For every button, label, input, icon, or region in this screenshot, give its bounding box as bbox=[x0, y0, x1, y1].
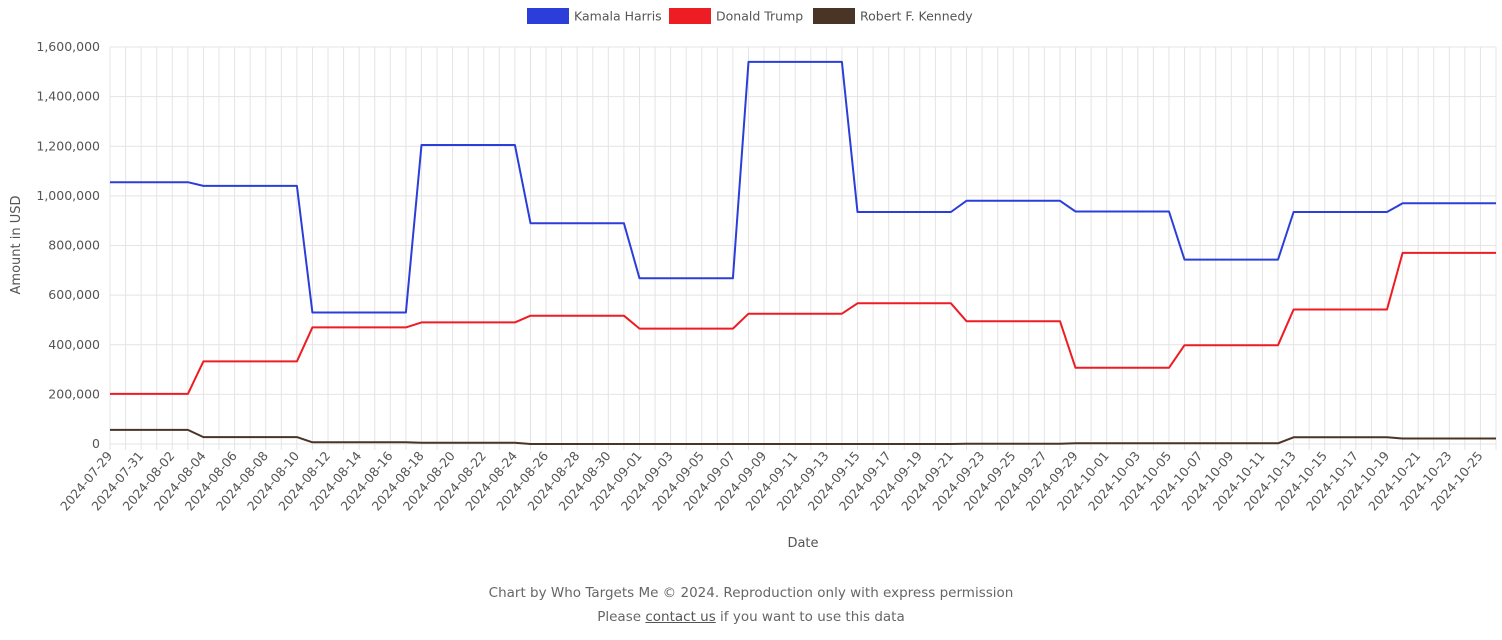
y-tick-label: 800,000 bbox=[48, 238, 100, 253]
y-tick-label: 600,000 bbox=[48, 287, 100, 302]
legend-swatch bbox=[669, 8, 711, 24]
footer-credit: Chart by Who Targets Me © 2024. Reproduc… bbox=[488, 585, 1014, 601]
y-tick-label: 400,000 bbox=[48, 337, 100, 352]
legend-label: Kamala Harris bbox=[574, 9, 662, 24]
legend[interactable]: Kamala Harris Donald Trump Robert F. Kenne… bbox=[527, 8, 973, 24]
y-axis-label: Amount in USD bbox=[9, 196, 24, 295]
grid bbox=[109, 46, 1497, 450]
x-axis-ticks: 2024-07-292024-07-312024-08-022024-08-04… bbox=[57, 448, 1486, 513]
contact-us-link[interactable]: contact us bbox=[645, 609, 716, 625]
footer-contact-suffix: if you want to use this data bbox=[715, 609, 905, 625]
y-tick-label: 1,200,000 bbox=[36, 138, 100, 153]
legend-item[interactable]: Kamala Harris bbox=[527, 8, 662, 24]
legend-label: Robert F. Kennedy bbox=[860, 9, 973, 24]
legend-item[interactable]: Donald Trump bbox=[669, 8, 803, 24]
footer-contact-prefix: Please bbox=[597, 609, 646, 625]
legend-swatch bbox=[527, 8, 569, 24]
legend-swatch bbox=[813, 8, 855, 24]
footer-contact: Please contact us if you want to use thi… bbox=[0, 609, 1502, 625]
y-tick-label: 200,000 bbox=[48, 386, 100, 401]
series-line-kamala-harris bbox=[110, 60, 1496, 314]
y-tick-label: 1,000,000 bbox=[36, 188, 100, 203]
y-tick-label: 1,600,000 bbox=[36, 39, 100, 54]
series-line-donald-trump bbox=[110, 251, 1496, 395]
legend-label: Donald Trump bbox=[716, 9, 803, 24]
legend-item[interactable]: Robert F. Kennedy bbox=[813, 8, 973, 24]
series-lines bbox=[110, 60, 1496, 445]
y-tick-label: 1,400,000 bbox=[36, 89, 100, 104]
line-chart: Kamala Harris Donald Trump Robert F. Kenne… bbox=[9, 8, 1497, 551]
y-tick-label: 0 bbox=[92, 436, 100, 451]
y-axis-ticks: 0 200,000 400,000 600,000 800,000 1,000,000 1,… bbox=[36, 39, 100, 451]
x-axis-label: Date bbox=[787, 536, 818, 551]
series-line-robert-f-kennedy bbox=[110, 428, 1496, 445]
